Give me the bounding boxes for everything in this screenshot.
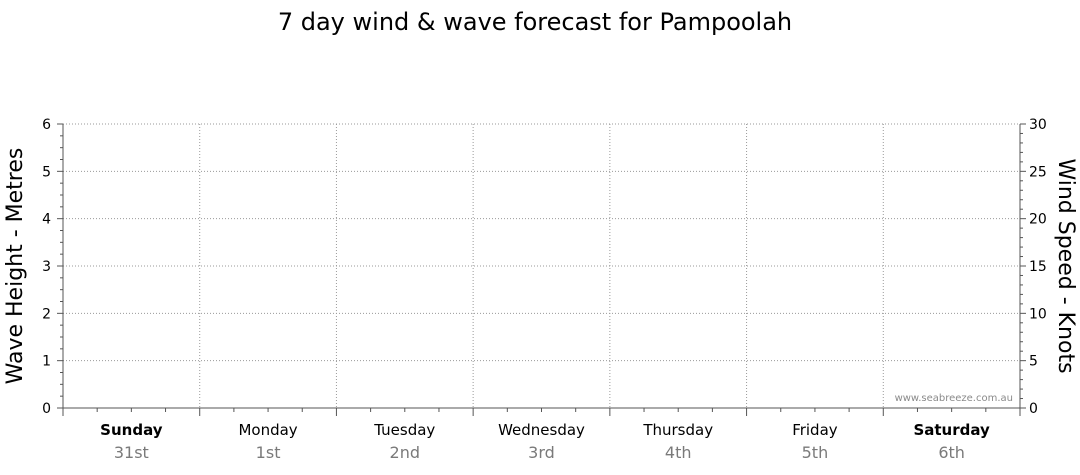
right-tick-label: 30 <box>1029 117 1047 133</box>
day-name-label: Tuesday <box>373 421 435 439</box>
right-tick-label: 10 <box>1029 306 1047 322</box>
left-tick-label: 2 <box>42 306 51 322</box>
right-tick-label: 5 <box>1029 354 1038 370</box>
chart-title: 7 day wind & wave forecast for Pampoolah <box>278 8 792 36</box>
day-date-label: 5th <box>802 443 829 462</box>
day-name-label: Wednesday <box>498 421 585 439</box>
left-tick-label: 5 <box>42 164 51 180</box>
right-tick-label: 20 <box>1029 212 1047 228</box>
day-name-label: Thursday <box>642 421 713 439</box>
right-tick-label: 15 <box>1029 259 1047 275</box>
left-tick-label: 6 <box>42 117 51 133</box>
day-date-label: 6th <box>938 443 965 462</box>
right-tick-label: 0 <box>1029 401 1038 417</box>
left-tick-label: 1 <box>42 354 51 370</box>
day-name-label: Friday <box>792 421 838 439</box>
watermark: www.seabreeze.com.au <box>895 393 1013 404</box>
grid <box>63 123 1020 408</box>
day-date-label: 1st <box>256 443 281 462</box>
axes <box>57 123 1026 416</box>
left-tick-label: 3 <box>42 259 51 275</box>
day-date-label: 4th <box>665 443 692 462</box>
day-name-label: Sunday <box>100 421 163 439</box>
day-date-label: 2nd <box>390 443 420 462</box>
left-tick-label: 0 <box>42 401 51 417</box>
right-tick-label: 25 <box>1029 164 1047 180</box>
axis-labels: 0 1 2 3 4 5 6 0 5 10 15 20 25 30 Sunday 31st Monday 1st Tu… <box>42 117 1047 462</box>
day-name-label: Saturday <box>913 421 990 439</box>
day-name-label: Monday <box>238 421 297 439</box>
day-date-label: 3rd <box>528 443 555 462</box>
wind-speed-axis-title: Wind Speed - Knots <box>1053 158 1078 373</box>
wave-height-axis-title: Wave Height - Metres <box>3 148 28 385</box>
left-tick-label: 4 <box>42 212 51 228</box>
day-date-label: 31st <box>114 443 149 462</box>
